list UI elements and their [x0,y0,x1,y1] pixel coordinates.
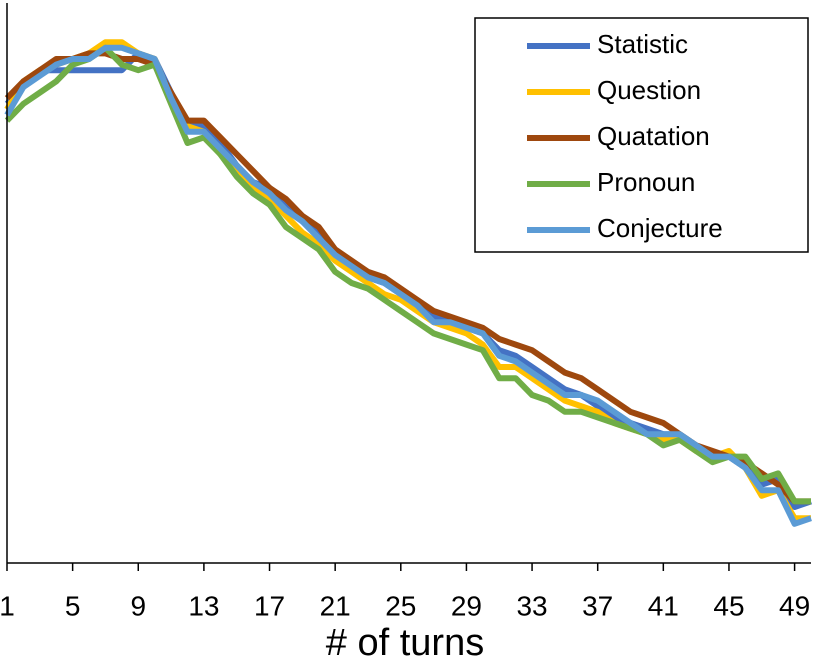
x-tick-label: 13 [188,590,219,621]
legend-label: Pronoun [597,167,695,197]
series-line [4,44,812,527]
x-tick-label: 9 [130,590,146,621]
x-tick-label: 37 [582,590,613,621]
legend-label: Conjecture [597,213,723,243]
legend-label: Quatation [597,121,710,151]
legend-label: Question [597,75,701,105]
x-axis-label: # of turns [326,622,484,664]
x-tick-label: 29 [451,590,482,621]
x-tick-label: 25 [385,590,416,621]
x-tick-label: 41 [648,590,679,621]
x-tick-label: 21 [320,590,351,621]
x-tick-label: 1 [0,590,15,621]
x-tick-label: 45 [713,590,744,621]
series-line [4,44,811,505]
x-tick-label: 5 [65,590,81,621]
x-tick-label: 33 [516,590,547,621]
legend-label: Statistic [597,29,688,59]
x-tick-label: 49 [779,590,810,621]
x-tick-label: 17 [254,590,285,621]
